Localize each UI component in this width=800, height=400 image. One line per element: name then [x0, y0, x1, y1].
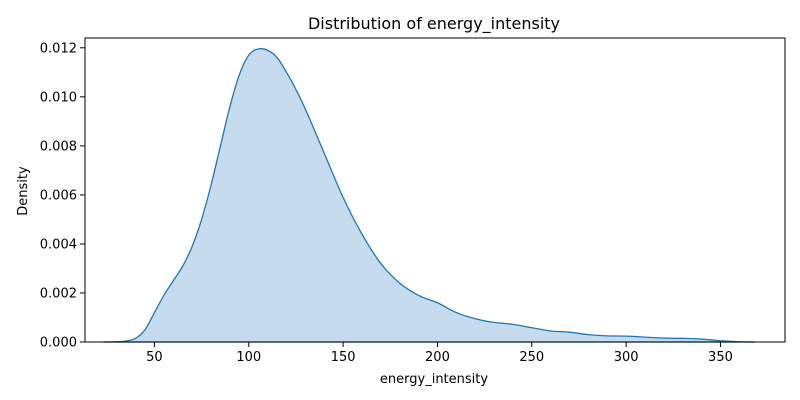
y-axis-label: Density: [16, 166, 31, 216]
y-tick-label: 0.006: [40, 188, 77, 203]
x-tick-label: 300: [614, 350, 639, 365]
y-tick-label: 0.000: [40, 336, 77, 351]
x-axis: 50 100 150 200 250 300 350: [146, 342, 733, 365]
density-curve: [103, 48, 755, 343]
plot-border: [84, 37, 786, 343]
x-tick-label: 250: [519, 350, 544, 365]
y-tick-label: 0.004: [40, 237, 77, 252]
x-tick-label: 350: [708, 350, 733, 365]
chart-title: Distribution of energy_intensity: [308, 14, 560, 34]
x-tick-label: 100: [236, 350, 261, 365]
density-area: [103, 48, 755, 342]
x-tick-label: 50: [146, 350, 163, 365]
y-tick-label: 0.012: [40, 41, 77, 56]
y-tick-label: 0.008: [40, 139, 77, 154]
x-tick-label: 150: [331, 350, 356, 365]
y-axis: 0.000 0.002 0.004 0.006 0.008 0.010 0.012: [40, 41, 85, 351]
x-axis-label: energy_intensity: [380, 372, 488, 387]
x-tick-label: 200: [425, 350, 450, 365]
y-tick-label: 0.010: [40, 90, 77, 105]
y-tick-label: 0.002: [40, 286, 77, 301]
